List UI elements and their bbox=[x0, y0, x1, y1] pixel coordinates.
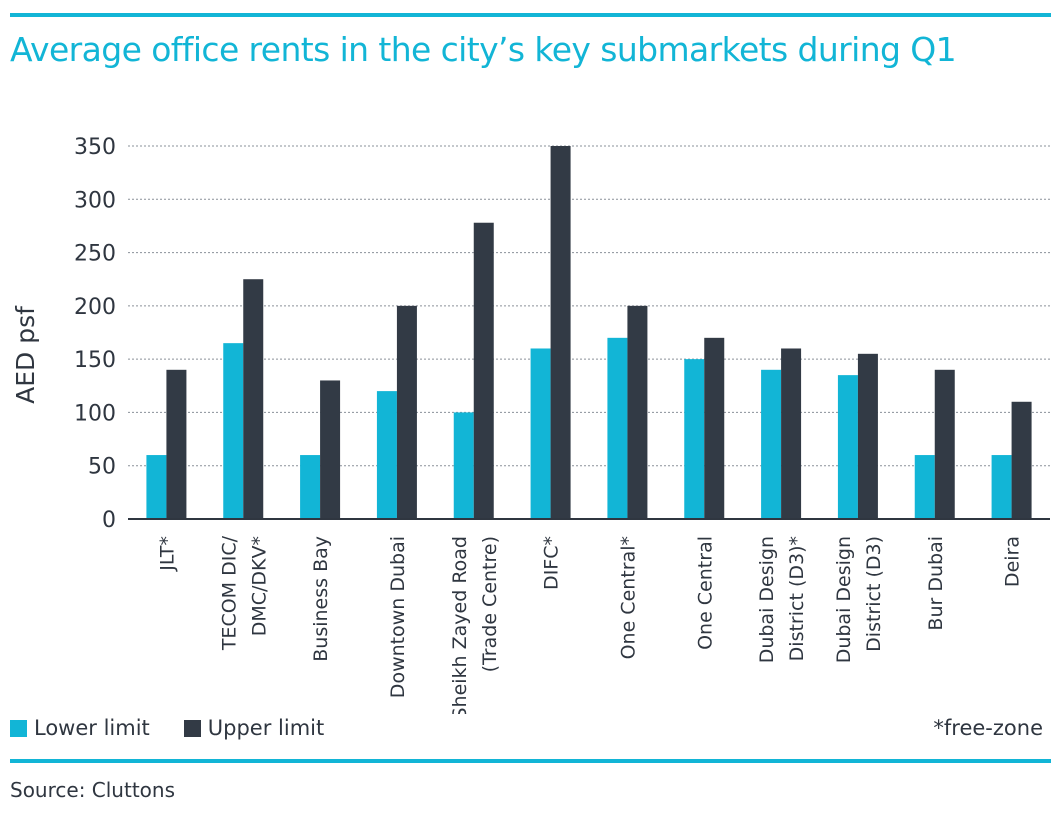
legend-label-lower: Lower limit bbox=[34, 716, 150, 740]
x-tick-label-line: District (D3) bbox=[863, 536, 885, 652]
y-tick-label: 200 bbox=[74, 295, 116, 320]
bar-chart: 0 50 100 150 200 250 300 350 JLT* TECOM DIC/DMC/… bbox=[11, 135, 1050, 714]
legend-swatch-lower bbox=[10, 719, 27, 737]
legend: Lower limit Upper limit bbox=[10, 716, 358, 740]
x-tick-label-line: Deira bbox=[1002, 536, 1024, 587]
free-zone-note: *free-zone bbox=[933, 716, 1043, 740]
x-tick-label: Dubai Design District (D3) bbox=[833, 536, 885, 663]
bar-upper-5 bbox=[550, 146, 571, 519]
x-tick-label-line: JLT* bbox=[156, 536, 178, 572]
x-tick-label: JLT* bbox=[156, 536, 178, 572]
x-tick-label: DIFC* bbox=[541, 536, 563, 590]
bar-lower-1 bbox=[223, 343, 244, 519]
x-tick-label: Sheikh Zayed Road (Trade Centre) bbox=[449, 536, 501, 714]
x-tick-label-line: DIFC* bbox=[541, 536, 563, 590]
y-tick-label: 300 bbox=[74, 188, 116, 213]
bar-upper-2 bbox=[320, 380, 341, 519]
x-tick-label-line: Downtown Dubai bbox=[387, 536, 409, 698]
legend-item-upper: Upper limit bbox=[183, 716, 325, 740]
bar-lower-10 bbox=[914, 455, 935, 519]
x-tick-label: Dubai Design District (D3)* bbox=[756, 536, 808, 663]
legend-label-upper: Upper limit bbox=[207, 716, 325, 740]
bar-lower-9 bbox=[837, 375, 858, 519]
x-tick-label-line: Dubai Design bbox=[756, 536, 778, 663]
bar-lower-0 bbox=[146, 455, 167, 519]
y-tick-label: 0 bbox=[102, 508, 116, 533]
x-tick-label-line: Sheikh Zayed Road bbox=[449, 536, 471, 714]
x-tick-label-line: DMC/DKV* bbox=[248, 536, 270, 636]
y-tick-label: 350 bbox=[74, 135, 116, 160]
x-tick-label-line: Bur Dubai bbox=[925, 536, 947, 631]
bar-upper-1 bbox=[243, 279, 264, 519]
x-tick-label: Deira bbox=[1002, 536, 1024, 587]
category-labels: JLT* TECOM DIC/DMC/DKV* Business Bay Downto… bbox=[156, 535, 1023, 714]
bar-upper-9 bbox=[857, 353, 878, 519]
bar-lower-2 bbox=[300, 455, 321, 519]
y-tick-label: 100 bbox=[74, 401, 116, 426]
bar-upper-11 bbox=[1011, 401, 1032, 519]
bottom-rule bbox=[10, 759, 1051, 763]
bar-lower-5 bbox=[530, 348, 551, 519]
x-tick-label-line: District (D3)* bbox=[786, 536, 808, 661]
bar-lower-4 bbox=[453, 412, 474, 519]
bar-upper-8 bbox=[781, 348, 802, 519]
x-tick-label: Business Bay bbox=[310, 536, 332, 662]
chart-title: Average office rents in the city’s key s… bbox=[10, 30, 957, 69]
y-axis-label: AED psf bbox=[11, 305, 40, 404]
legend-item-lower: Lower limit bbox=[10, 716, 150, 740]
bars bbox=[146, 146, 1032, 519]
x-tick-label: One Central bbox=[694, 536, 716, 650]
bar-upper-7 bbox=[704, 337, 725, 519]
y-tick-label: 150 bbox=[74, 348, 116, 373]
bar-upper-10 bbox=[934, 369, 955, 519]
x-tick-label-line: TECOM DIC/ bbox=[218, 535, 240, 651]
x-tick-label-line: One Central bbox=[694, 536, 716, 650]
bar-lower-7 bbox=[684, 359, 705, 519]
x-tick-label-line: Business Bay bbox=[310, 536, 332, 662]
x-tick-label: Bur Dubai bbox=[925, 536, 947, 631]
bar-lower-3 bbox=[376, 391, 397, 519]
bar-lower-6 bbox=[607, 337, 628, 519]
y-tick-label: 50 bbox=[88, 455, 116, 480]
top-rule bbox=[10, 13, 1051, 17]
bar-upper-3 bbox=[396, 305, 417, 519]
x-tick-label-line: Dubai Design bbox=[833, 536, 855, 663]
y-axis-ticks: 0 50 100 150 200 250 300 350 bbox=[74, 135, 116, 533]
x-tick-label-line: (Trade Centre) bbox=[479, 536, 501, 672]
bar-upper-4 bbox=[473, 222, 494, 519]
bar-lower-8 bbox=[761, 369, 782, 519]
bar-upper-0 bbox=[166, 369, 187, 519]
bar-upper-6 bbox=[627, 305, 648, 519]
x-tick-label: One Central* bbox=[617, 536, 639, 659]
x-tick-label: Downtown Dubai bbox=[387, 536, 409, 698]
y-tick-label: 250 bbox=[74, 242, 116, 267]
bar-lower-11 bbox=[991, 455, 1012, 519]
x-tick-label: TECOM DIC/DMC/DKV* bbox=[218, 535, 270, 651]
x-tick-label-line: One Central* bbox=[617, 536, 639, 659]
legend-swatch-upper bbox=[183, 719, 201, 737]
gridlines bbox=[128, 145, 1050, 467]
source-note: Source: Cluttons bbox=[10, 778, 175, 802]
